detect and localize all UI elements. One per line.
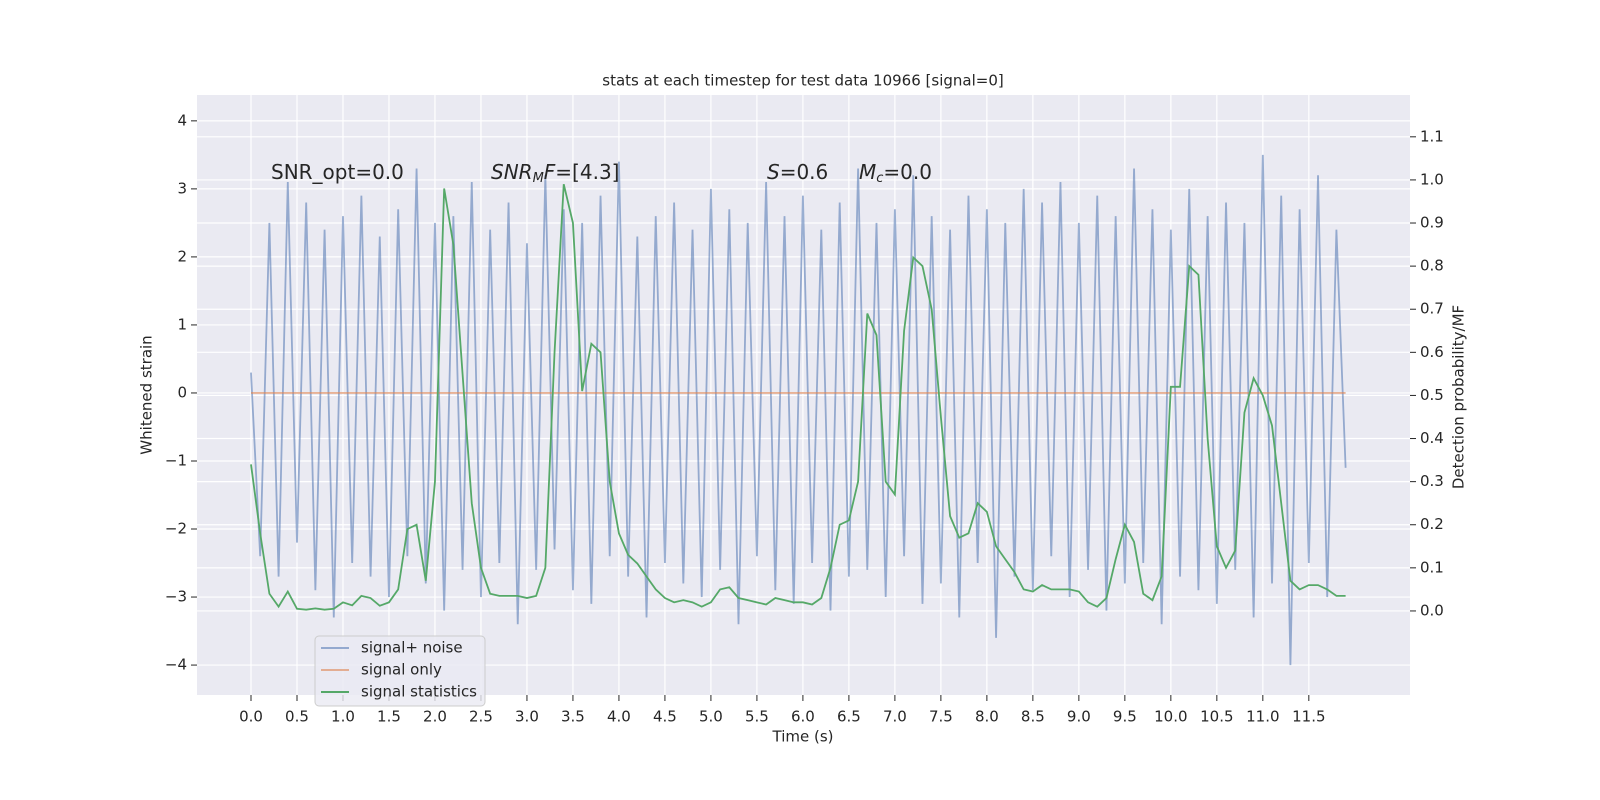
x-tick-label: 7.5 <box>929 708 953 726</box>
x-tick-label: 9.5 <box>1113 708 1137 726</box>
x-tick-label: 6.0 <box>791 708 815 726</box>
x-tick-label: 4.0 <box>607 708 631 726</box>
annotation-part: c <box>876 171 883 186</box>
annotation-part: =0.6 <box>780 160 829 184</box>
x-tick-label: 3.0 <box>515 708 539 726</box>
x-tick-label: 10.0 <box>1154 708 1187 726</box>
y-axis-label: Whitened strain <box>138 335 156 454</box>
x-tick-label: 3.5 <box>561 708 585 726</box>
x-tick-label: 2.5 <box>469 708 493 726</box>
y2-tick-label: 0.6 <box>1420 343 1444 361</box>
x-tick-label: 7.0 <box>883 708 907 726</box>
y2-tick-label: 0.1 <box>1420 558 1444 576</box>
y2-tick-label: 0.8 <box>1420 257 1444 275</box>
y2-tick-label: 0.3 <box>1420 472 1444 490</box>
y2-tick-label: 0.4 <box>1420 429 1444 447</box>
annotation-part: SNR <box>491 160 533 184</box>
y2-tick-label: 1.1 <box>1420 127 1444 145</box>
annotation-part: M <box>533 171 544 186</box>
legend-label: signal statistics <box>361 683 477 701</box>
y-tick-label: 3 <box>177 179 187 197</box>
x-tick-label: 1.5 <box>377 708 401 726</box>
annotation-part: M <box>859 160 876 184</box>
y-tick-label: −3 <box>165 588 187 606</box>
legend-label: signal+ noise <box>361 639 463 657</box>
x-tick-label: 8.5 <box>1021 708 1045 726</box>
x-tick-label: 5.0 <box>699 708 723 726</box>
annotation: SNR_opt=0.0 <box>271 160 404 184</box>
y-tick-label: 1 <box>177 315 187 333</box>
annotation-part: SNR_opt=0.0 <box>271 160 404 184</box>
x-tick-label: 10.5 <box>1200 708 1233 726</box>
series-line <box>250 184 1346 611</box>
annotation-part: =0.0 <box>883 160 932 184</box>
y2-tick-label: 0.7 <box>1420 300 1444 318</box>
x-tick-label: 4.5 <box>653 708 677 726</box>
y2-tick-label: 0.5 <box>1420 386 1444 404</box>
y2-tick-label: 0.9 <box>1420 214 1444 232</box>
y2-axis-label: Detection probability/MF <box>1450 305 1468 489</box>
y2-tick-label: 0.0 <box>1420 601 1444 619</box>
x-tick-label: 0.5 <box>285 708 309 726</box>
y-tick-label: 4 <box>177 111 187 129</box>
x-tick-label: 0.0 <box>239 708 263 726</box>
x-tick-label: 11.5 <box>1292 708 1325 726</box>
x-tick-label: 1.0 <box>331 708 355 726</box>
legend-box <box>314 635 486 707</box>
x-tick-label: 9.0 <box>1067 708 1091 726</box>
y2-tick-label: 1.0 <box>1420 170 1444 188</box>
annotation: Mc=0.0 <box>859 160 932 186</box>
y-tick-label: 2 <box>177 247 187 265</box>
annotation-part: =[4.3] <box>555 160 619 184</box>
chart-title: stats at each timestep for test data 109… <box>602 72 1003 90</box>
annotation: S=0.6 <box>767 160 828 184</box>
x-tick-label: 5.5 <box>745 708 769 726</box>
y-tick-label: −1 <box>165 451 187 469</box>
y-tick-label: −2 <box>165 520 187 538</box>
legend-label: signal only <box>361 661 442 679</box>
labels: 0.0 0.5 1.0 1.5 2.0 2.5 3.0 3.5 4.0 4.5 5.0 5.5 6.0 6… <box>165 111 1444 725</box>
annotation-part: F <box>544 160 556 184</box>
x-tick-label: 2.0 <box>423 708 447 726</box>
y-tick-label: −4 <box>165 656 187 674</box>
x-tick-label: 11.0 <box>1246 708 1279 726</box>
annotation-part: S <box>767 160 780 184</box>
y-tick-label: 0 <box>177 383 187 401</box>
marks <box>250 154 1347 666</box>
annotation: SNRMF=[4.3] <box>491 160 619 186</box>
x-tick-label: 6.5 <box>837 708 861 726</box>
y2-tick-label: 0.2 <box>1420 515 1444 533</box>
x-tick-label: 8.0 <box>975 708 999 726</box>
x-axis-label: Time (s) <box>772 728 834 746</box>
